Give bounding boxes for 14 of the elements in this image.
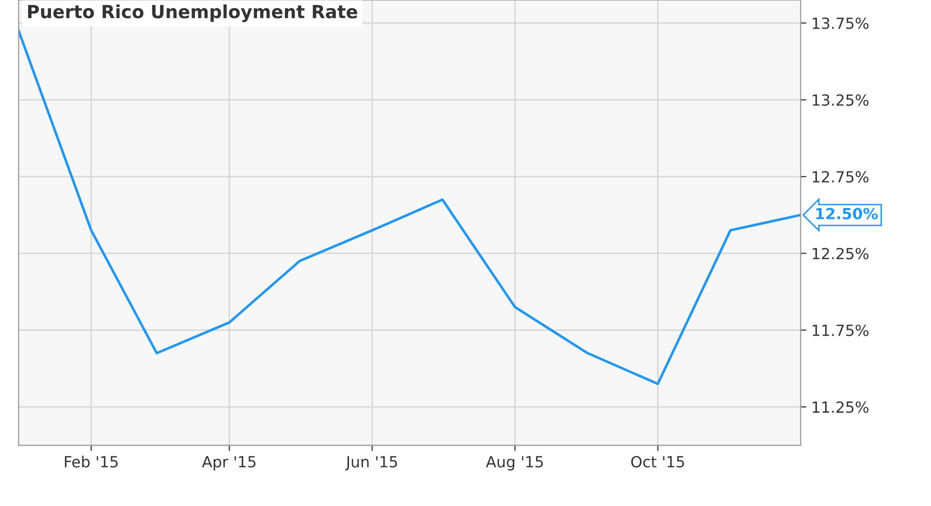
x-tick-label: Apr '15 <box>202 456 256 470</box>
annotation: 12.50% <box>816 208 878 220</box>
y-tick-label: 11.75% <box>812 324 868 336</box>
x-tick-label: Aug '15 <box>486 456 543 470</box>
chart-title: Puerto Rico Unemployment Rate <box>28 4 358 22</box>
x-tick-label: Oct '15 <box>631 456 684 468</box>
x-tick-label: Feb '15 <box>64 456 118 468</box>
y-tick-label: 13.75% <box>812 17 868 30</box>
y-tick-label: 13.25% <box>812 94 868 106</box>
x-tick-label: Jun '15 <box>345 456 398 470</box>
line-series <box>18 29 801 386</box>
y-tick-label: 11.25% <box>812 401 868 413</box>
y-tick-label: 12.75% <box>812 171 868 183</box>
y-tick-label: 12.25% <box>812 248 868 260</box>
